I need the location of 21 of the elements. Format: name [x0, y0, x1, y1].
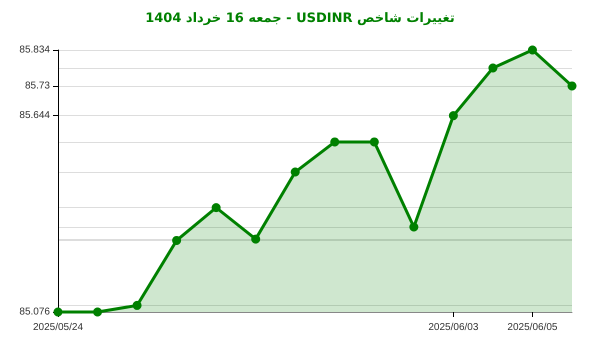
y-tick-label: 85.644 — [19, 110, 50, 122]
point — [409, 222, 418, 232]
x-tick-label: 2025/06/03 — [428, 322, 479, 333]
chart-title: تغییرات شاخص USDINR - جمعه 16 خرداد 1404 — [144, 10, 456, 28]
x-tick-label: 2025/05/24 — [32, 322, 84, 333]
point — [251, 234, 260, 244]
point — [93, 308, 102, 316]
point — [568, 81, 576, 90]
point — [370, 137, 379, 146]
point — [448, 111, 458, 120]
y-tick-label: 85.73 — [24, 80, 50, 92]
point — [488, 63, 498, 72]
point — [330, 137, 340, 146]
y-tick-label: 85.834 — [19, 44, 50, 56]
point — [172, 236, 182, 245]
point — [290, 168, 300, 177]
y-tick-label: 85.076 — [19, 306, 50, 318]
point — [132, 300, 142, 310]
point — [212, 203, 221, 212]
point — [528, 46, 537, 54]
x-tick-label: 2025/06/05 — [507, 322, 558, 333]
